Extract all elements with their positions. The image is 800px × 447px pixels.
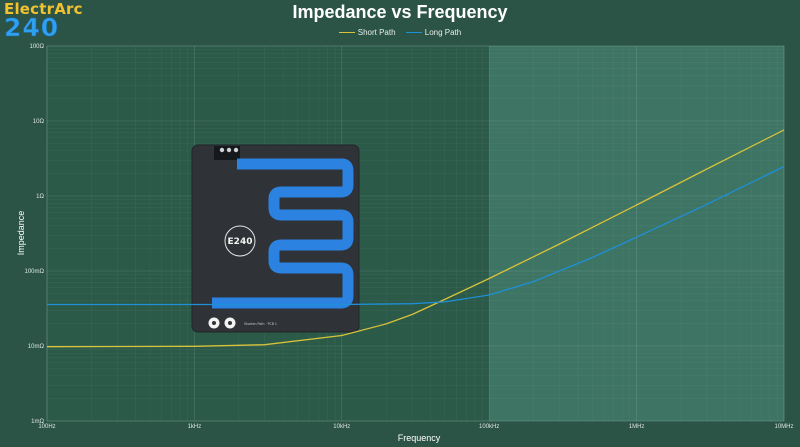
y-tick-label: 1mΩ — [31, 419, 44, 425]
highlight-region — [489, 46, 784, 421]
pcb-caption: Shorten Path · PCB 1 — [244, 322, 277, 326]
legend-swatch-long-path — [405, 32, 422, 34]
y-axis-label: Impedance — [16, 211, 26, 256]
x-tick-label: 100Hz — [38, 424, 55, 430]
pcb-badge-circle — [224, 225, 256, 257]
legend-label-long-path: Long Path — [424, 28, 462, 37]
legend-label-short-path: Short Path — [357, 28, 396, 37]
x-tick-label: 1kHz — [188, 424, 202, 430]
x-tick-label: 1MHz — [629, 424, 645, 430]
x-axis-label: Frequency — [398, 433, 441, 443]
y-tick-label: 100mΩ — [25, 269, 45, 275]
logo-text-top: ElectrArc — [4, 0, 83, 18]
legend-item-short-path: Short Path — [338, 28, 396, 37]
legend-swatch-short-path — [338, 32, 355, 34]
pcb-badge-text: E240 — [228, 237, 253, 247]
pcb-photo: E240 Shorten Path · PCB 1 — [191, 144, 360, 333]
y-tick-label: 10mΩ — [28, 344, 45, 350]
electrarc-logo: ElectrArc 240 — [4, 0, 83, 42]
y-tick-label: 100Ω — [30, 44, 45, 50]
logo-text-bottom: 240 — [4, 13, 60, 42]
chart-legend: Short Path Long Path — [0, 28, 800, 37]
x-tick-label: 10kHz — [333, 424, 350, 430]
y-tick-label: 1Ω — [36, 194, 44, 200]
x-tick-label: 100kHz — [479, 424, 499, 430]
pcb-trace — [212, 158, 354, 309]
series-line-short-path — [46, 129, 785, 348]
series-line-long-path — [47, 165, 785, 306]
x-tick-label: 10MHz — [774, 424, 793, 430]
legend-item-long-path: Long Path — [405, 28, 462, 37]
y-tick-label: 10Ω — [33, 119, 45, 125]
chart-title: Impedance vs Frequency — [292, 2, 508, 22]
